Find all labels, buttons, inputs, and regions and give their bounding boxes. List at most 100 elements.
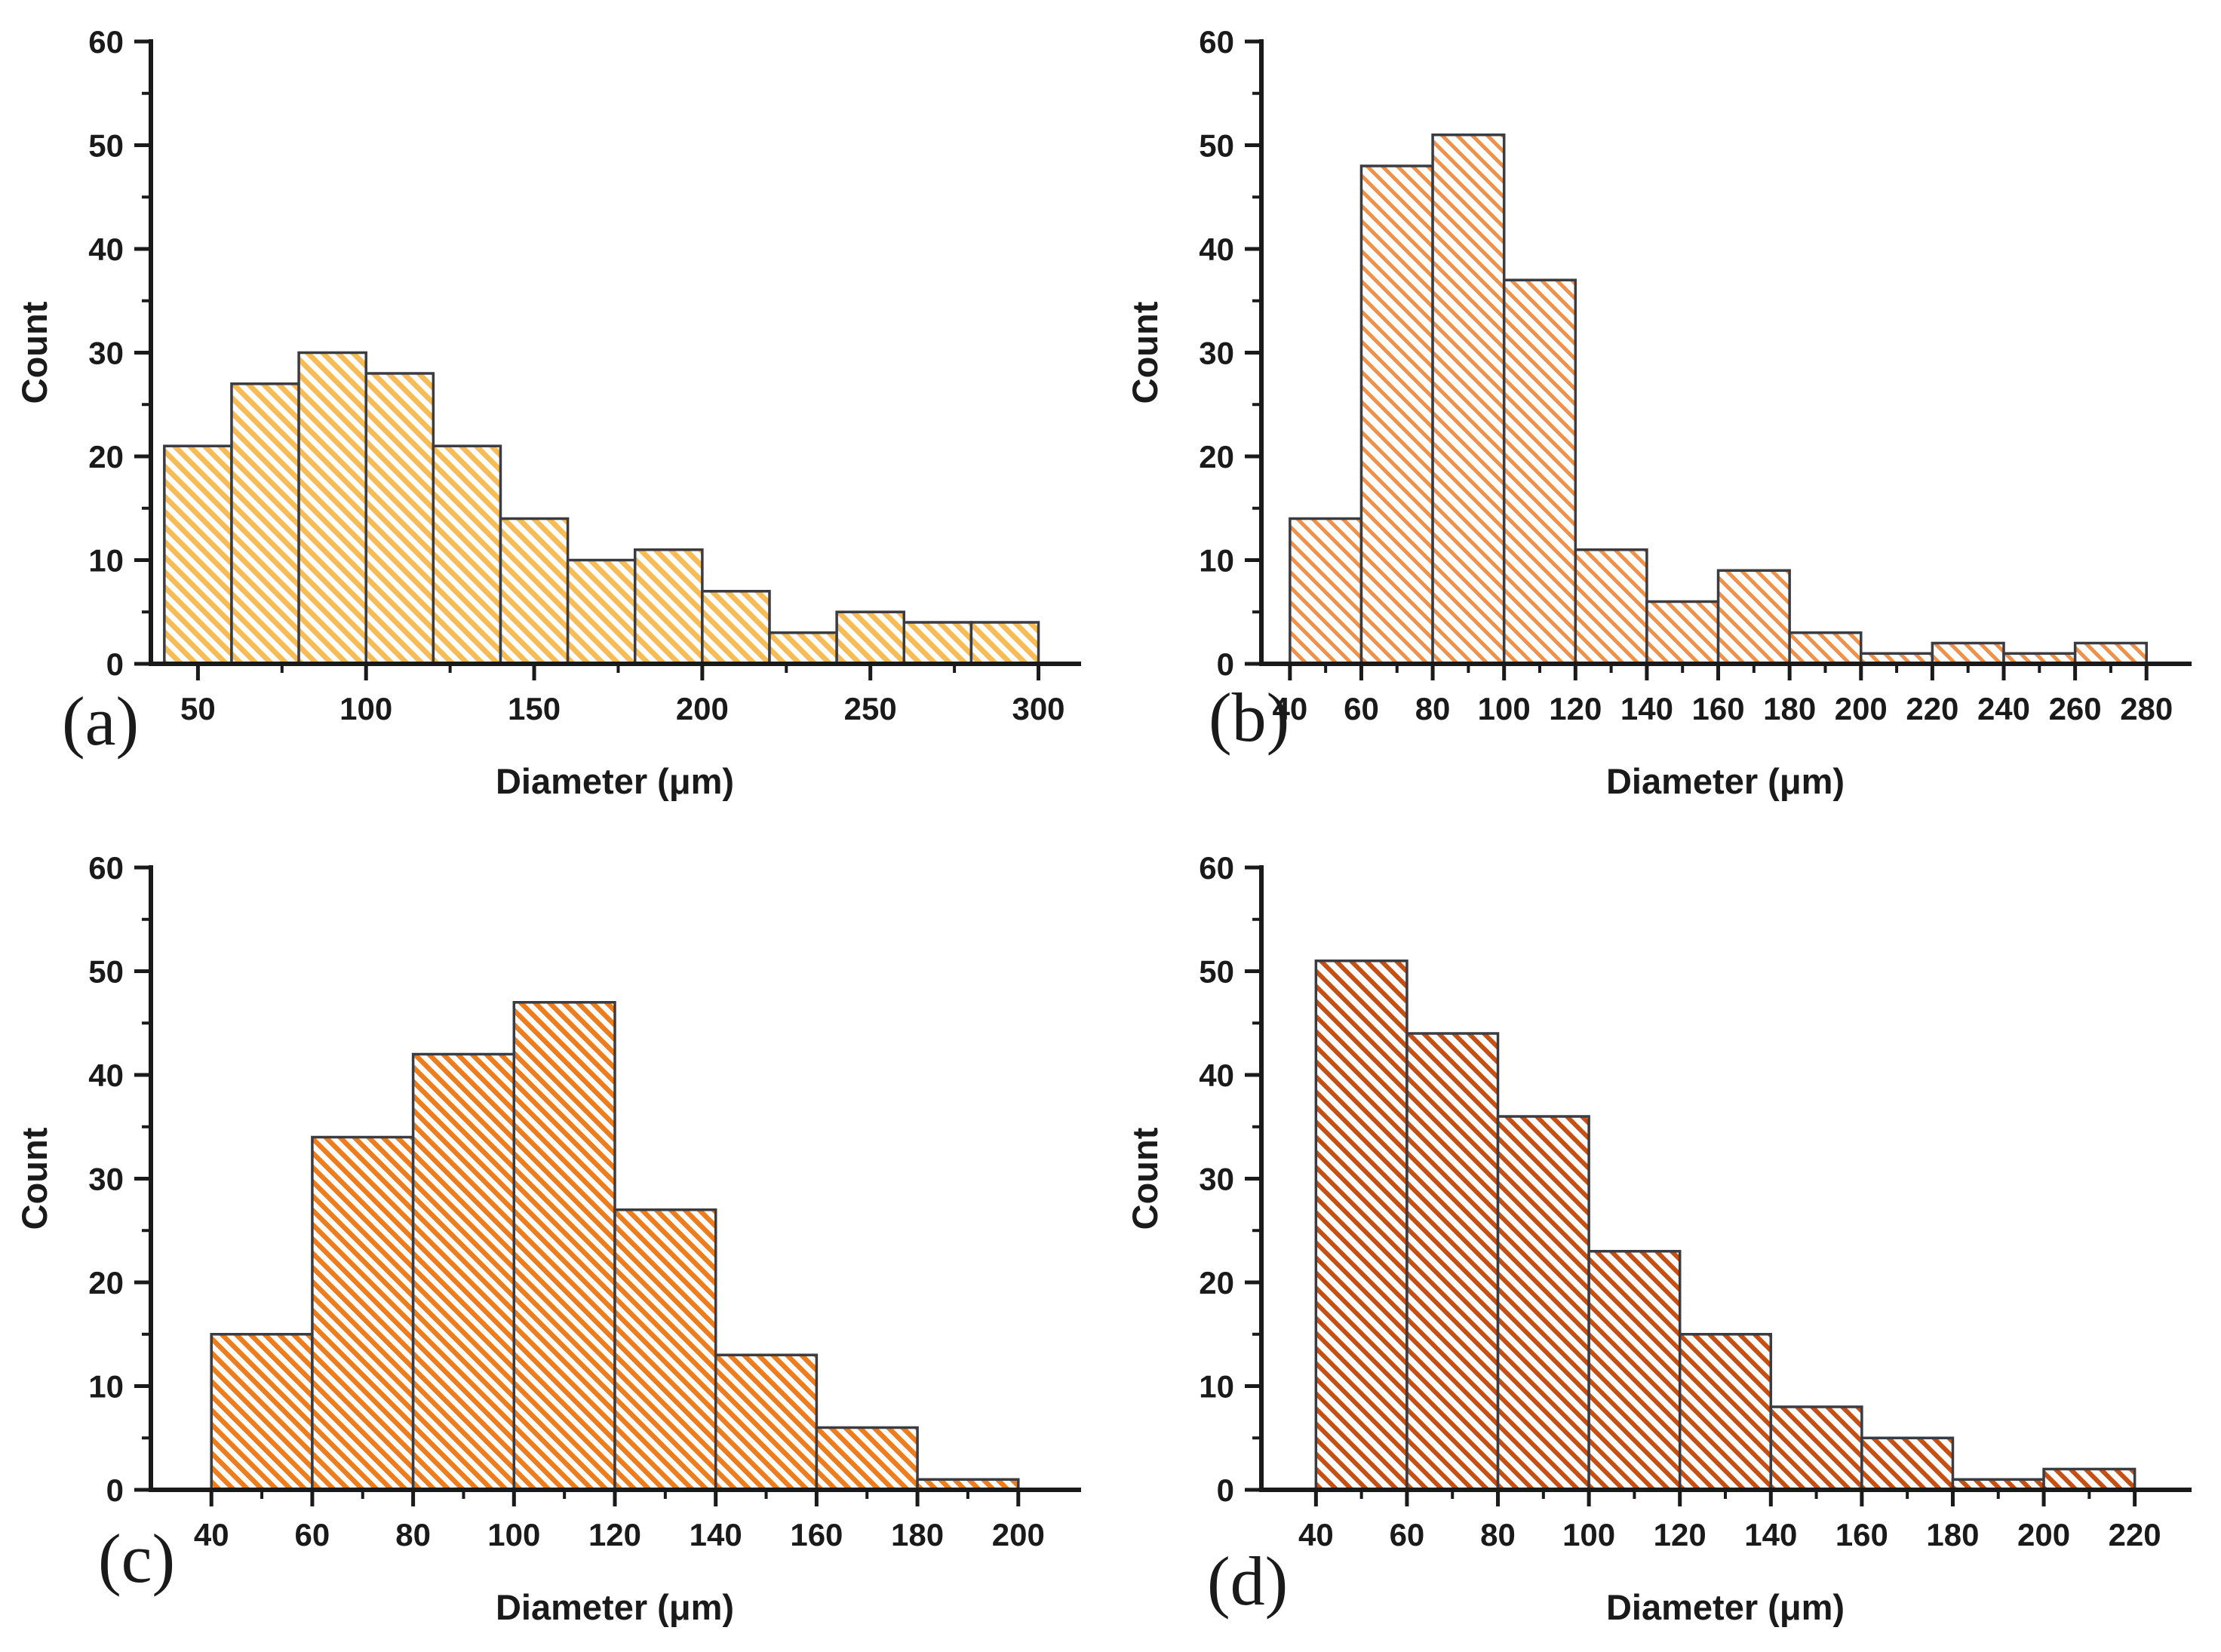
y-axis-title: Count — [1125, 1127, 1165, 1230]
histogram-panel-a: 50 100 150 200 250 300 0 10 20 30 40 50 60 Diameter (… — [0, 0, 1110, 826]
x-tick-label: 180 — [891, 1517, 944, 1552]
histogram-bar — [1405, 1032, 1500, 1491]
x-tick-label: 120 — [588, 1517, 641, 1552]
histogram-bar — [411, 1052, 516, 1491]
histogram-bar — [2042, 1467, 2137, 1491]
y-tick-label: 20 — [88, 439, 124, 474]
x-axis-ticks: 40 60 80 100 120 140 160 180 200 — [194, 1490, 1045, 1552]
histogram-svg-b: 40 60 80 100 120 140 160 180 200 220 240 260 280 0 10 2… — [1125, 24, 2192, 801]
y-tick-label: 20 — [1199, 1265, 1234, 1300]
histogram-panel-c: 40 60 80 100 120 140 160 180 200 0 10 20 30 40 50 60 Dia… — [0, 826, 1110, 1652]
histogram-bar — [210, 1333, 314, 1491]
y-tick-label: 60 — [88, 850, 124, 886]
panel-label-c: (c) — [98, 1520, 176, 1597]
y-tick-label: 0 — [106, 1472, 124, 1508]
x-tick-label: 50 — [180, 691, 216, 726]
panel-label-d: (d) — [1207, 1543, 1289, 1620]
histogram-svg-a: 50 100 150 200 250 300 0 10 20 30 40 50 60 Diameter (… — [14, 24, 1081, 801]
y-tick-label: 30 — [1199, 336, 1234, 371]
x-tick-label: 140 — [1744, 1517, 1797, 1552]
histogram-bar — [1359, 164, 1434, 665]
x-tick-label: 40 — [1272, 691, 1307, 726]
histogram-bar — [902, 621, 973, 665]
y-tick-label: 10 — [1199, 1369, 1234, 1405]
histogram-bar — [1431, 134, 1506, 665]
x-tick-label: 60 — [295, 1517, 330, 1552]
histogram-bar — [613, 1208, 717, 1491]
y-axis-title: Count — [1125, 301, 1165, 404]
histogram-bar — [1931, 641, 2005, 665]
y-tick-label: 0 — [106, 646, 124, 682]
x-axis-title: Diameter (μm) — [1606, 1587, 1845, 1627]
histogram-bar — [633, 548, 704, 665]
x-tick-label: 100 — [487, 1517, 540, 1552]
y-tick-label: 0 — [1217, 646, 1234, 682]
histogram-bar — [1769, 1405, 1863, 1491]
y-tick-label: 50 — [1199, 954, 1234, 990]
histogram-bar — [1716, 569, 1791, 665]
x-tick-label: 280 — [2120, 691, 2173, 726]
x-tick-label: 120 — [1549, 691, 1602, 726]
x-tick-label: 40 — [1298, 1517, 1334, 1552]
histogram-bar — [1496, 1115, 1590, 1491]
x-tick-label: 180 — [1926, 1517, 1979, 1552]
x-tick-label: 80 — [395, 1517, 431, 1552]
histogram-bar — [701, 590, 771, 665]
y-tick-label: 20 — [1199, 439, 1234, 474]
y-tick-label: 40 — [1199, 232, 1234, 267]
histogram-bar — [1860, 1436, 1955, 1491]
y-tick-label: 40 — [88, 1058, 124, 1093]
histogram-bar — [1645, 600, 1720, 665]
histogram-bar — [1574, 548, 1648, 665]
y-axis-title: Count — [14, 1127, 54, 1230]
histogram-bar — [297, 351, 367, 665]
y-tick-label: 10 — [88, 543, 124, 579]
x-tick-label: 150 — [508, 691, 561, 726]
x-axis-title: Diameter (μm) — [496, 1587, 734, 1627]
x-tick-label: 140 — [1620, 691, 1673, 726]
histogram-bar — [230, 382, 300, 665]
x-tick-label: 60 — [1390, 1517, 1425, 1552]
bars — [210, 1001, 1020, 1491]
x-tick-label: 100 — [1478, 691, 1531, 726]
bars — [1314, 960, 2137, 1491]
x-tick-label: 160 — [790, 1517, 843, 1552]
histogram-bar — [512, 1001, 616, 1491]
y-tick-label: 10 — [88, 1369, 124, 1405]
x-tick-label: 80 — [1415, 691, 1451, 726]
y-tick-label: 40 — [88, 232, 124, 267]
x-axis-title: Diameter (μm) — [1606, 761, 1845, 801]
histogram-bar — [2073, 641, 2148, 665]
histogram-bar — [768, 631, 838, 665]
y-tick-label: 60 — [1199, 24, 1234, 60]
x-axis-title: Diameter (μm) — [496, 761, 734, 801]
y-tick-label: 10 — [1199, 543, 1234, 579]
histogram-bar — [1788, 631, 1863, 665]
x-tick-label: 100 — [1562, 1517, 1615, 1552]
x-tick-label: 100 — [339, 691, 392, 726]
histogram-panel-b: 40 60 80 100 120 140 160 180 200 220 240 260 280 0 10 2… — [1110, 0, 2221, 826]
y-axis-ticks: 0 10 20 30 40 50 60 — [88, 24, 151, 682]
x-axis-ticks: 50 100 150 200 250 300 — [180, 664, 1065, 726]
y-axis-ticks: 0 10 20 30 40 50 60 — [1199, 850, 1261, 1508]
panel-label-a: (a) — [62, 683, 140, 760]
x-tick-label: 60 — [1344, 691, 1379, 726]
histogram-bar — [163, 444, 233, 665]
x-tick-label: 120 — [1654, 1517, 1706, 1552]
y-tick-label: 60 — [1199, 850, 1234, 886]
y-tick-label: 20 — [88, 1265, 124, 1300]
panel-label-b: (b) — [1209, 679, 1290, 756]
x-tick-label: 160 — [1835, 1517, 1888, 1552]
y-tick-label: 30 — [1199, 1162, 1234, 1197]
y-axis-ticks: 0 10 20 30 40 50 60 — [1199, 24, 1261, 682]
histogram-bar — [311, 1135, 415, 1491]
x-tick-label: 200 — [1835, 691, 1888, 726]
y-tick-label: 50 — [88, 954, 124, 990]
x-tick-label: 160 — [1691, 691, 1744, 726]
histogram-bar — [969, 621, 1040, 665]
x-tick-label: 40 — [194, 1517, 229, 1552]
x-tick-label: 80 — [1480, 1517, 1516, 1552]
histogram-bar — [1502, 278, 1577, 665]
histogram-bar — [1289, 517, 1363, 665]
